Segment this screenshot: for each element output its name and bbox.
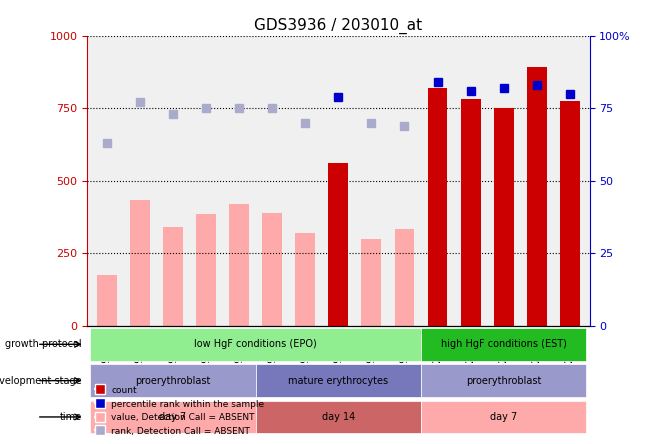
Bar [328, 163, 348, 326]
FancyBboxPatch shape [90, 364, 256, 397]
Title: GDS3936 / 203010_at: GDS3936 / 203010_at [255, 18, 422, 34]
Text: mature erythrocytes: mature erythrocytes [288, 376, 389, 386]
Text: growth protocol: growth protocol [5, 339, 82, 349]
Bar [527, 67, 547, 326]
Bar [427, 88, 448, 326]
FancyBboxPatch shape [90, 328, 421, 361]
Text: development stage: development stage [0, 376, 82, 386]
Text: proerythroblast: proerythroblast [135, 376, 211, 386]
Bar [295, 233, 315, 326]
Bar [163, 227, 183, 326]
Bar [263, 213, 282, 326]
Text: day 14: day 14 [322, 412, 355, 422]
Bar [461, 99, 480, 326]
Bar [196, 214, 216, 326]
Bar [560, 101, 580, 326]
FancyBboxPatch shape [421, 400, 586, 433]
FancyBboxPatch shape [90, 400, 256, 433]
FancyBboxPatch shape [421, 328, 586, 361]
Text: low HgF conditions (EPO): low HgF conditions (EPO) [194, 339, 317, 349]
Bar [97, 275, 117, 326]
Bar [229, 204, 249, 326]
FancyBboxPatch shape [256, 400, 421, 433]
Bar [494, 108, 514, 326]
Text: day 7: day 7 [159, 412, 187, 422]
Text: time: time [60, 412, 82, 422]
Text: proerythroblast: proerythroblast [466, 376, 541, 386]
Text: high HgF conditions (EST): high HgF conditions (EST) [441, 339, 567, 349]
FancyBboxPatch shape [421, 364, 586, 397]
Bar [395, 229, 414, 326]
FancyBboxPatch shape [256, 364, 421, 397]
Legend: count, percentile rank within the sample, value, Detection Call = ABSENT, rank, : count, percentile rank within the sample… [92, 382, 268, 440]
Bar [130, 200, 150, 326]
Bar [362, 239, 381, 326]
Text: day 7: day 7 [490, 412, 517, 422]
